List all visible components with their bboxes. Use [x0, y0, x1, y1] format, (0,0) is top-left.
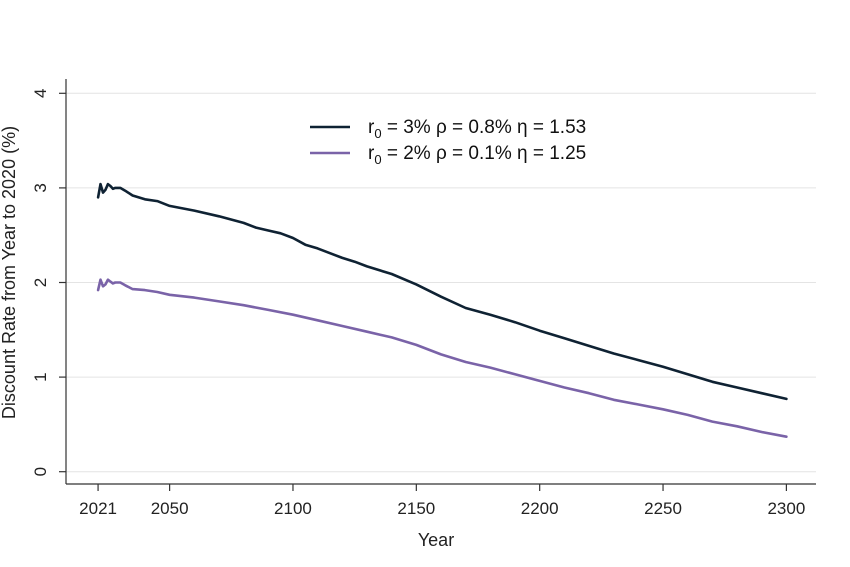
series-line-1: [96, 278, 788, 439]
y-axis-title: Discount Rate from Year to 2020 (%): [0, 126, 19, 419]
x-tick-label-1: 2050: [151, 499, 189, 518]
x-tick-label-2: 2100: [274, 499, 312, 518]
y-tick-label-0: 0: [31, 467, 50, 476]
y-tick-label-4: 4: [31, 89, 50, 98]
y-tick-label-2: 2: [31, 278, 50, 287]
y-tick-label-1: 1: [31, 372, 50, 381]
x-tick-label-5: 2250: [644, 499, 682, 518]
y-tick-label-3: 3: [31, 183, 50, 192]
series-line-0: [96, 182, 788, 401]
gridlines: [66, 92, 816, 473]
legend-label-1: r0 = 2% ρ = 0.1% η = 1.25: [368, 143, 586, 167]
x-tick-label-6: 2300: [767, 499, 805, 518]
legend-label-0: r0 = 3% ρ = 0.8% η = 1.53: [368, 117, 586, 141]
ticks: 2021 2050 2100 2150 2200 2250 2300 0 1 2 3 4: [31, 89, 805, 518]
axes: [65, 79, 816, 485]
x-axis-title: Year: [418, 530, 454, 550]
x-tick-label-0: 2021: [79, 499, 117, 518]
x-tick-label-3: 2150: [397, 499, 435, 518]
x-tick-label-4: 2200: [521, 499, 559, 518]
series-lines: [96, 182, 788, 439]
